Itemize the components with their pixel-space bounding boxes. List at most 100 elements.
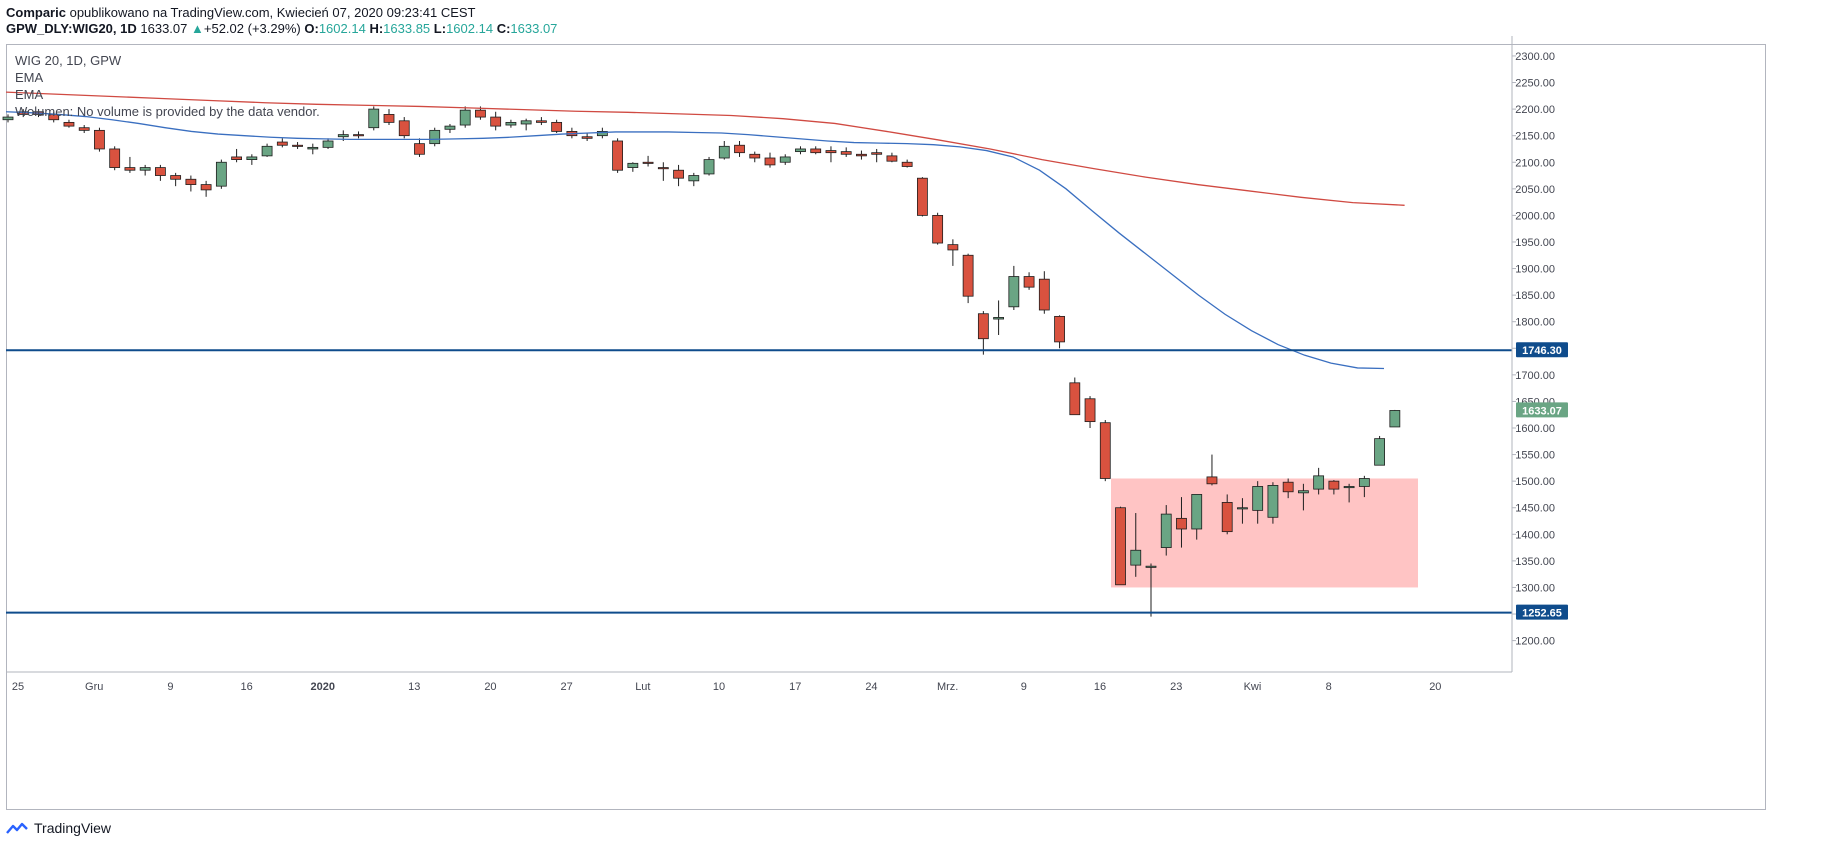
x-tick-label: 8: [1326, 681, 1332, 693]
low-value: 1602.14: [446, 21, 494, 36]
candle-body-down: [383, 114, 395, 123]
candle-body-down: [932, 214, 944, 244]
candle-body-up: [795, 148, 806, 153]
candle-body-down: [901, 161, 913, 167]
candle-body-up: [1252, 486, 1264, 511]
candle: [353, 131, 364, 139]
candle: [977, 311, 989, 355]
x-tick-label: Kwi: [1244, 681, 1262, 693]
candle: [170, 172, 182, 187]
symbol-name: GPW_DLY:WIG20, 1D: [6, 21, 137, 36]
candle: [642, 155, 654, 167]
x-tick-label: 23: [1170, 681, 1182, 693]
candle-body-down: [1282, 481, 1294, 493]
publish-date: opublikowano na TradingView.com, Kwiecie…: [69, 5, 476, 20]
candle-body-down: [734, 144, 745, 154]
candle-body-up: [1343, 486, 1355, 489]
open-value: 1602.14: [318, 21, 366, 36]
candle-body-down: [124, 167, 136, 171]
candle-body-down: [154, 167, 166, 176]
y-tick-label: 1700.00: [1515, 370, 1555, 382]
candle: [1176, 497, 1187, 548]
candle-body-up: [1130, 549, 1142, 566]
candle-body-down: [78, 127, 90, 131]
legend-ema-short[interactable]: EMA: [15, 70, 44, 85]
candle: [810, 146, 822, 155]
candle: [1206, 454, 1218, 486]
candle-body-down: [810, 148, 822, 154]
footer-brand[interactable]: TradingView: [6, 820, 111, 836]
candle: [825, 146, 837, 163]
high-label: H:: [369, 21, 384, 36]
candle-body-up: [368, 108, 380, 129]
ema-short-line: [5, 111, 1385, 370]
candle-body-down: [1221, 502, 1233, 533]
candle-body-up: [139, 167, 151, 171]
y-tick-label: 2150.00: [1515, 131, 1555, 143]
candle-body-down: [353, 134, 364, 137]
candle-body-up: [1358, 478, 1370, 487]
candle-body-up: [1191, 494, 1203, 530]
candle-body-up: [703, 159, 715, 175]
candle: [63, 119, 75, 128]
candle-body-down: [1084, 398, 1096, 423]
ema-long-line: [5, 91, 1405, 206]
candle: [139, 164, 151, 176]
candle: [657, 162, 669, 181]
y-tick-label: 1200.00: [1515, 636, 1555, 648]
candle: [536, 117, 547, 126]
y-tick-label: 1900.00: [1515, 264, 1555, 276]
candle: [734, 140, 745, 157]
y-tick-label: 1550.00: [1515, 450, 1555, 462]
legend-title[interactable]: WIG 20, 1D, GPW: [15, 53, 122, 68]
candle-body-down: [657, 167, 669, 170]
candle: [1374, 435, 1385, 466]
candle: [1358, 475, 1370, 498]
candle: [612, 138, 623, 173]
candle: [1298, 483, 1309, 511]
candle-body-down: [977, 313, 989, 340]
support-label-upper-box: [1516, 342, 1568, 358]
candle: [932, 212, 944, 245]
candle-body-down: [764, 157, 776, 166]
candle: [1313, 467, 1325, 495]
symbol-ohlc-line: GPW_DLY:WIG20, 1D 1633.07 ▲+52.02 (+3.29…: [6, 20, 557, 38]
candle: [398, 117, 410, 139]
candle-body-down: [962, 254, 974, 297]
author-name[interactable]: Comparic: [6, 5, 66, 20]
x-tick-label: 17: [789, 681, 801, 693]
candle: [246, 154, 258, 165]
candle: [322, 138, 334, 149]
candle: [947, 239, 959, 266]
tradingview-logo-icon: [6, 822, 28, 834]
x-tick-label: 20: [1429, 681, 1441, 693]
candle-body-up: [429, 129, 441, 145]
candle-body-down: [673, 169, 684, 179]
legend-ema-long[interactable]: EMA: [15, 87, 44, 102]
candle-body-up: [627, 162, 639, 168]
candle-body-down: [276, 141, 288, 146]
candle-body-down: [1328, 480, 1340, 490]
candle-body-down: [170, 175, 182, 180]
candle-body-down: [536, 120, 547, 123]
candle: [1328, 480, 1340, 495]
candle: [1389, 409, 1401, 428]
change-arrow-icon: ▲: [191, 21, 204, 36]
candle: [1282, 478, 1294, 499]
consolidation-zone: [1111, 478, 1418, 588]
candle: [383, 109, 395, 126]
candle-body-up: [1298, 490, 1309, 494]
candle: [581, 133, 593, 141]
candle: [886, 152, 898, 163]
candle-body-up: [718, 145, 730, 159]
candle: [429, 127, 441, 147]
candle-body-down: [1206, 476, 1218, 485]
candle: [795, 146, 806, 155]
x-tick-label: 16: [1094, 681, 1106, 693]
candle-body-down: [414, 143, 425, 155]
candle-body-up: [596, 131, 608, 137]
candle: [1115, 506, 1126, 586]
high-value: 1633.85: [383, 21, 431, 36]
candle-body-down: [1099, 422, 1111, 479]
